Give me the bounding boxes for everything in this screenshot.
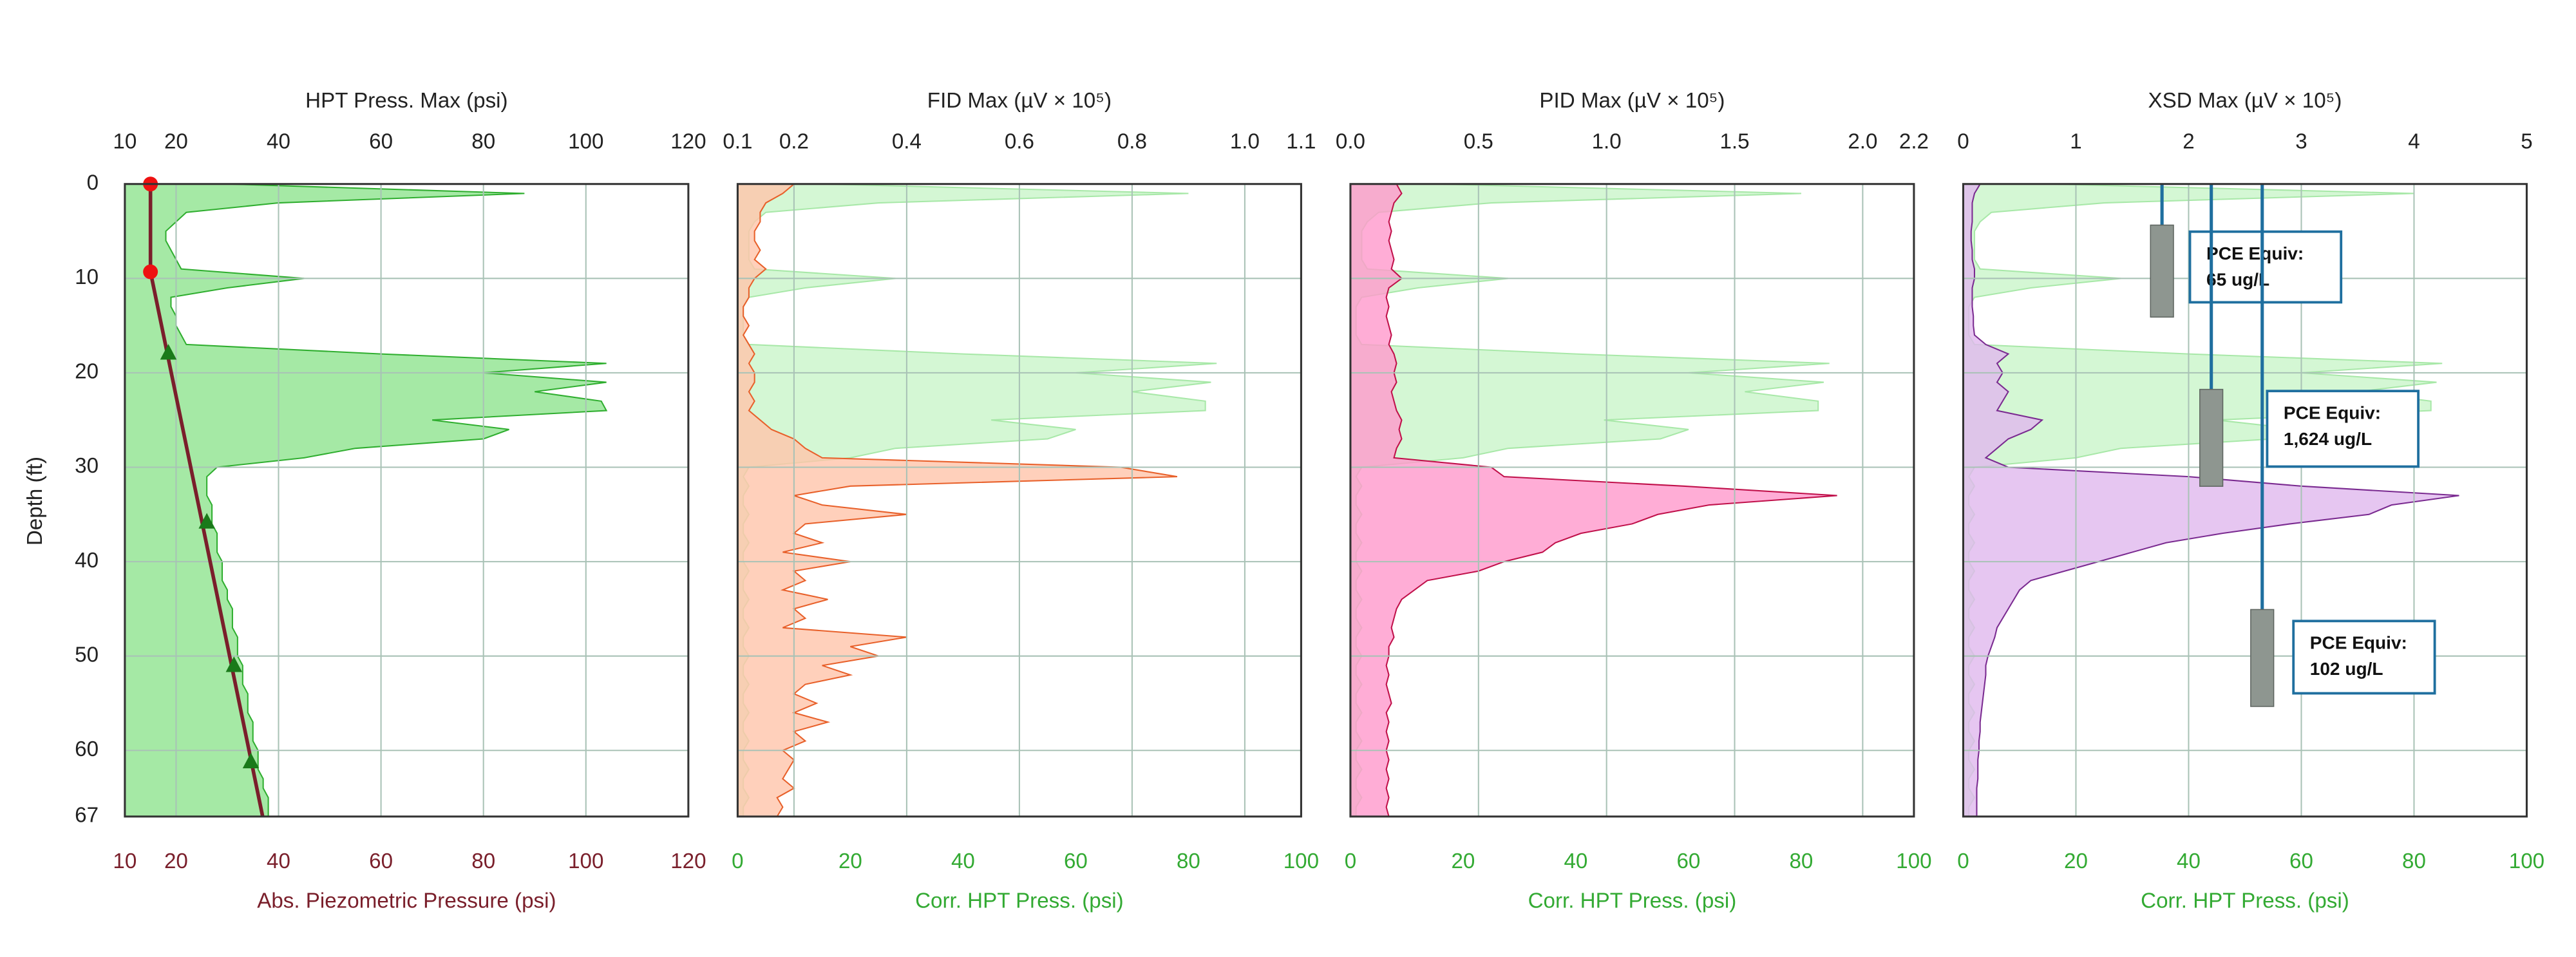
top-tick-label: 0.1 [723,130,752,154]
bottom-tick-label: 60 [369,849,393,873]
sample-image [2250,609,2275,707]
top-tick-label: 0 [1957,130,1969,154]
bottom-tick-label: 0 [1957,849,1969,873]
bottom-tick-label: 60 [1064,849,1088,873]
bottom-axis-title: Corr. HPT Press. (psi) [915,889,1124,913]
sample-image [2199,388,2224,487]
y-tick-label: 10 [75,265,99,289]
y-tick-label: 50 [75,643,99,667]
y-tick-label: 67 [75,804,99,828]
bottom-tick-label: 40 [267,849,290,873]
y-tick-label: 0 [87,171,99,194]
sample-image [2150,224,2174,318]
top-tick-label: 0.6 [1005,130,1034,154]
marker [143,264,158,280]
top-tick-label: 0.2 [779,130,809,154]
top-tick-label: 40 [267,130,290,154]
bottom-tick-label: 0 [1345,849,1356,873]
y-tick-label: 60 [75,737,99,761]
top-axis-title: HPT Press. Max (psi) [305,89,507,113]
top-axis-title: PID Max (µV × 10⁵) [1539,89,1725,113]
marker [225,656,243,672]
bottom-tick-label: 40 [951,849,975,873]
top-tick-label: 60 [369,130,393,154]
top-tick-label: 1 [2070,130,2081,154]
plot-frame [1962,183,2528,818]
bottom-tick-label: 100 [1896,849,1931,873]
annotation-label: PCE Equiv: [2206,243,2304,263]
bottom-axis-title: Corr. HPT Press. (psi) [2141,889,2349,913]
annotation-box [2292,620,2436,695]
top-tick-label: 20 [164,130,188,154]
top-tick-label: 120 [670,130,706,154]
plot-frame [124,183,690,818]
marker [160,344,177,360]
top-tick-label: 3 [2295,130,2307,154]
top-tick-label: 1.0 [1230,130,1260,154]
top-tick-label: 1.5 [1719,130,1749,154]
y-tick-label: 30 [75,454,99,478]
marker [242,752,260,769]
y-tick-label: 40 [75,549,99,573]
profile-area [1349,183,1837,817]
bottom-tick-label: 80 [1789,849,1813,873]
top-tick-label: 2.0 [1848,130,1877,154]
y-tick-label: 20 [75,360,99,384]
bottom-tick-label: 80 [1177,849,1200,873]
bottom-tick-label: 60 [2289,849,2313,873]
bottom-tick-label: 10 [113,849,137,873]
profile-area [737,183,1178,817]
top-axis-title: FID Max (µV × 10⁵) [927,89,1112,113]
top-tick-label: 0.0 [1336,130,1365,154]
top-tick-label: 80 [471,130,495,154]
top-tick-label: 0.5 [1464,130,1493,154]
annotation-box [2266,390,2420,468]
bottom-axis-title: Corr. HPT Press. (psi) [1528,889,1737,913]
bottom-axis-title: Abs. Piezometric Pressure (psi) [257,889,556,913]
marker [198,513,215,529]
top-tick-label: 1.1 [1286,130,1316,154]
annotation-label: PCE Equiv: [2284,403,2381,422]
top-tick-label: 1.0 [1592,130,1622,154]
top-tick-label: 2.2 [1899,130,1929,154]
top-tick-label: 2 [2183,130,2194,154]
top-tick-label: 100 [568,130,603,154]
annotation-box [2188,230,2343,304]
bottom-tick-label: 40 [1564,849,1587,873]
top-tick-label: 4 [2408,130,2420,154]
bottom-tick-label: 100 [568,849,603,873]
annotation-label: PCE Equiv: [2310,632,2407,652]
profile-area [124,183,608,817]
bottom-tick-label: 100 [2509,849,2544,873]
annotation-value: 1,624 ug/L [2284,429,2372,449]
top-tick-label: 10 [113,130,137,154]
bottom-tick-label: 120 [670,849,706,873]
bottom-tick-label: 20 [1451,849,1475,873]
profile-area [1962,183,2459,817]
bottom-tick-label: 80 [2402,849,2426,873]
bottom-tick-label: 40 [2177,849,2201,873]
top-tick-label: 0.4 [892,130,922,154]
bottom-tick-label: 100 [1283,849,1319,873]
bottom-tick-label: 0 [732,849,743,873]
annotation-value: 65 ug/L [2206,270,2269,290]
top-tick-label: 0.8 [1117,130,1147,154]
plot-frame [736,183,1302,818]
plot-frame [1349,183,1915,818]
y-axis-title: Depth (ft) [23,457,47,545]
top-axis-title: XSD Max (µV × 10⁵) [2148,89,2342,113]
bottom-tick-label: 60 [1676,849,1700,873]
bottom-tick-label: 20 [2064,849,2088,873]
top-tick-label: 5 [2521,130,2532,154]
bottom-tick-label: 80 [471,849,495,873]
bottom-tick-label: 20 [164,849,188,873]
bottom-tick-label: 20 [838,849,862,873]
annotation-value: 102 ug/L [2310,659,2383,679]
